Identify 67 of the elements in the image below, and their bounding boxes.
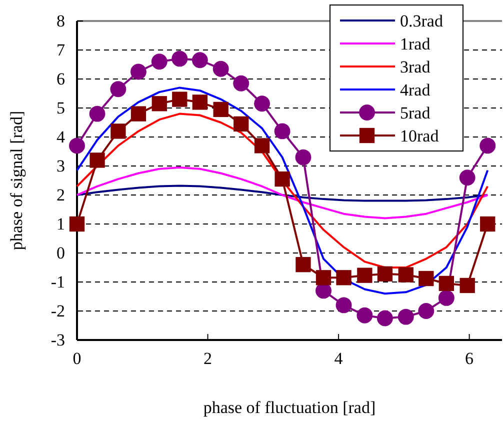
point: [274, 123, 290, 140]
legend-label: 10rad: [400, 126, 440, 146]
point: [192, 52, 208, 68]
point: [398, 308, 414, 325]
line-series: [76, 166, 489, 220]
point: [69, 216, 85, 232]
point: [438, 290, 454, 306]
point: [152, 96, 167, 112]
point: [234, 116, 249, 132]
y-tick-label: 3: [56, 156, 65, 176]
point: [296, 257, 311, 272]
point: [480, 216, 496, 232]
point: [90, 152, 105, 168]
point: [130, 106, 146, 122]
x-tick-label: 4: [334, 349, 344, 368]
point: [418, 270, 434, 286]
y-tick-label: -2: [50, 301, 65, 320]
legend-label: 1rad: [400, 34, 431, 54]
y-tick-label: 0: [56, 243, 65, 262]
y-tick-label: 8: [56, 11, 65, 30]
point: [418, 303, 434, 319]
point: [460, 278, 475, 294]
point: [130, 64, 146, 80]
point: [192, 94, 208, 110]
y-tick-label: 4: [56, 127, 66, 146]
point: [69, 138, 85, 154]
y-axis-title: phase of signal [rad]: [7, 110, 26, 250]
y-tick-label: -1: [50, 272, 65, 292]
legend-label: 4rad: [400, 80, 431, 100]
y-tick-label: 6: [56, 69, 65, 88]
point: [254, 96, 270, 112]
point: [295, 149, 312, 166]
y-tick-label: -3: [50, 330, 65, 350]
y-tick-label: 5: [56, 98, 65, 118]
point: [151, 54, 168, 70]
point: [233, 75, 250, 92]
point: [336, 270, 352, 286]
point: [172, 92, 188, 107]
point: [213, 102, 228, 118]
point: [398, 267, 414, 282]
point: [172, 50, 188, 67]
point: [89, 106, 106, 122]
point: [316, 270, 332, 286]
y-tick-label: 1: [56, 214, 65, 234]
point: [274, 171, 290, 187]
point: [336, 297, 352, 314]
point: [110, 124, 126, 139]
y-tick-label: 7: [56, 40, 66, 60]
legend-label: 5rad: [400, 104, 431, 122]
point: [376, 310, 393, 326]
x-tick-label: 0: [72, 349, 82, 368]
point: [480, 138, 496, 154]
point: [356, 307, 373, 324]
point: [254, 138, 270, 154]
legend-label: 3rad: [400, 58, 431, 76]
point: [459, 170, 476, 186]
legend-label: 0.3rad: [400, 12, 444, 30]
y-tick-label: 2: [56, 185, 65, 204]
point: [357, 268, 372, 283]
x-tick-label: 6: [465, 349, 474, 368]
point: [377, 266, 393, 282]
point: [212, 60, 229, 77]
line-series: [76, 184, 489, 202]
x-axis-title: phase of fluctuation [rad]: [203, 398, 376, 417]
point: [438, 276, 454, 292]
point: [110, 81, 126, 98]
x-tick-label: 2: [204, 349, 212, 368]
